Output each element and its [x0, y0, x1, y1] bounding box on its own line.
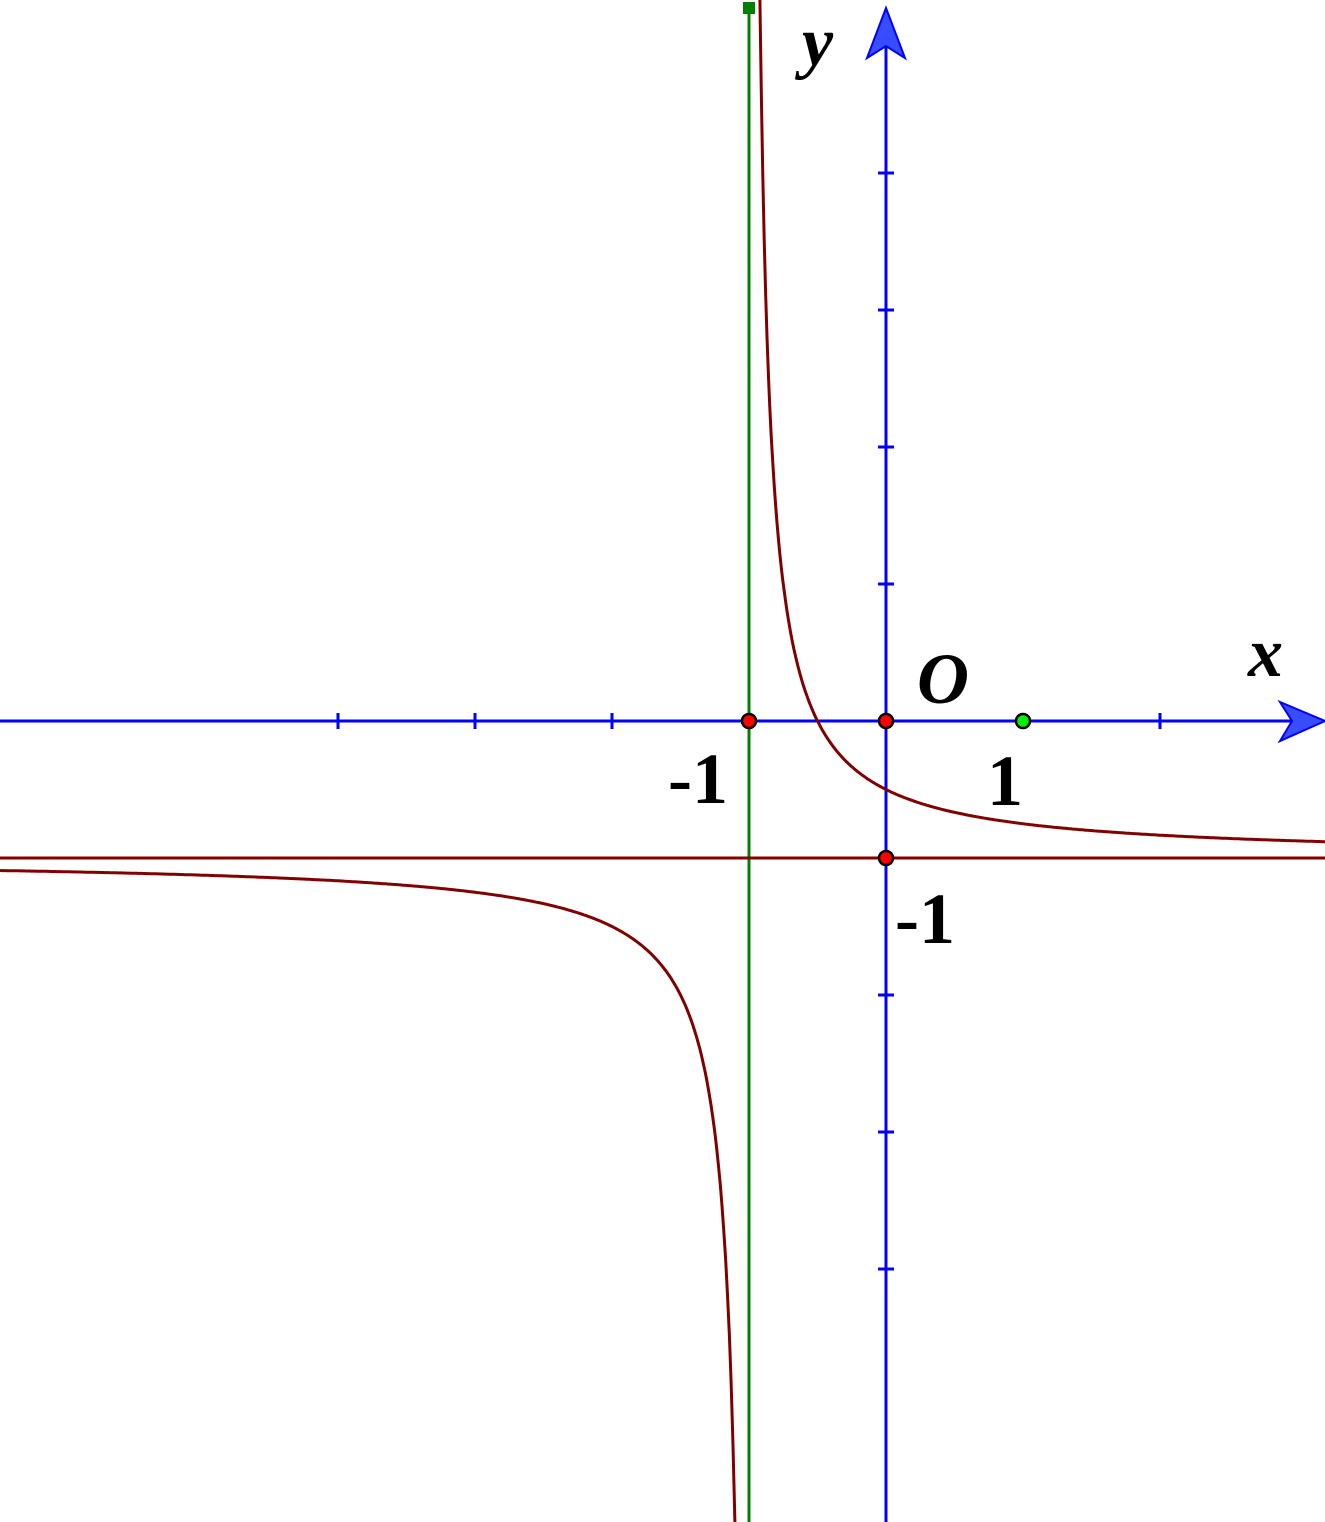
point[interactable]	[1014, 712, 1032, 730]
curve-right-branch	[758, 0, 1325, 844]
x-axis-arrow-icon	[1277, 699, 1325, 744]
x-axis-label: x	[1247, 615, 1283, 692]
point[interactable]	[877, 712, 895, 730]
origin-label: O	[917, 639, 969, 719]
y-axis-label: y	[795, 4, 834, 81]
point[interactable]	[740, 712, 758, 730]
point[interactable]	[877, 849, 895, 867]
vertical-line-handle[interactable]	[743, 2, 755, 14]
x-tick-label-neg-one: -1	[668, 739, 728, 819]
y-tick-label-neg-one: -1	[895, 879, 955, 959]
x-tick-label-one: 1	[987, 741, 1023, 821]
y-axis-arrow-icon	[865, 5, 907, 61]
curve-left-branch	[0, 869, 737, 1522]
